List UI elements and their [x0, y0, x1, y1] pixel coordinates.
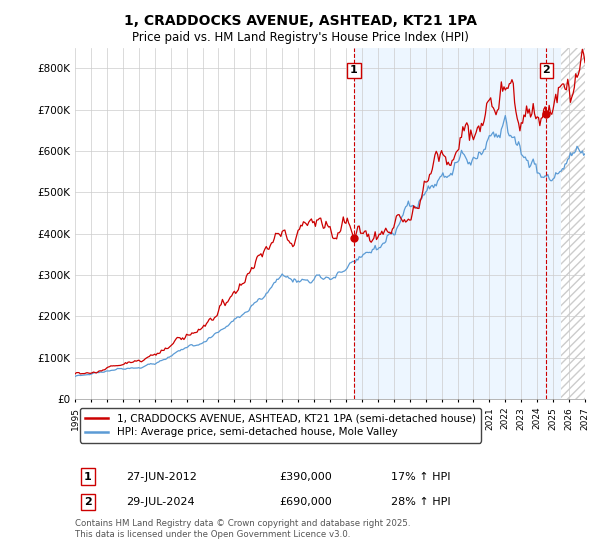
Text: Contains HM Land Registry data © Crown copyright and database right 2025.
This d: Contains HM Land Registry data © Crown c… — [75, 519, 410, 539]
Bar — [561, 48, 585, 399]
Bar — [354, 48, 585, 399]
Text: 27-JUN-2012: 27-JUN-2012 — [126, 472, 197, 482]
Text: Price paid vs. HM Land Registry's House Price Index (HPI): Price paid vs. HM Land Registry's House … — [131, 31, 469, 44]
Legend: 1, CRADDOCKS AVENUE, ASHTEAD, KT21 1PA (semi-detached house), HPI: Average price: 1, CRADDOCKS AVENUE, ASHTEAD, KT21 1PA (… — [80, 408, 481, 442]
Text: 17% ↑ HPI: 17% ↑ HPI — [391, 472, 451, 482]
Text: 29-JUL-2024: 29-JUL-2024 — [126, 497, 194, 507]
Bar — [561, 48, 585, 399]
Text: 28% ↑ HPI: 28% ↑ HPI — [391, 497, 451, 507]
Text: 1: 1 — [350, 66, 358, 76]
Text: £390,000: £390,000 — [279, 472, 332, 482]
Text: 1, CRADDOCKS AVENUE, ASHTEAD, KT21 1PA: 1, CRADDOCKS AVENUE, ASHTEAD, KT21 1PA — [124, 14, 476, 28]
Text: 2: 2 — [542, 66, 550, 76]
Text: 2: 2 — [84, 497, 92, 507]
Text: 1: 1 — [84, 472, 92, 482]
Text: £690,000: £690,000 — [279, 497, 332, 507]
